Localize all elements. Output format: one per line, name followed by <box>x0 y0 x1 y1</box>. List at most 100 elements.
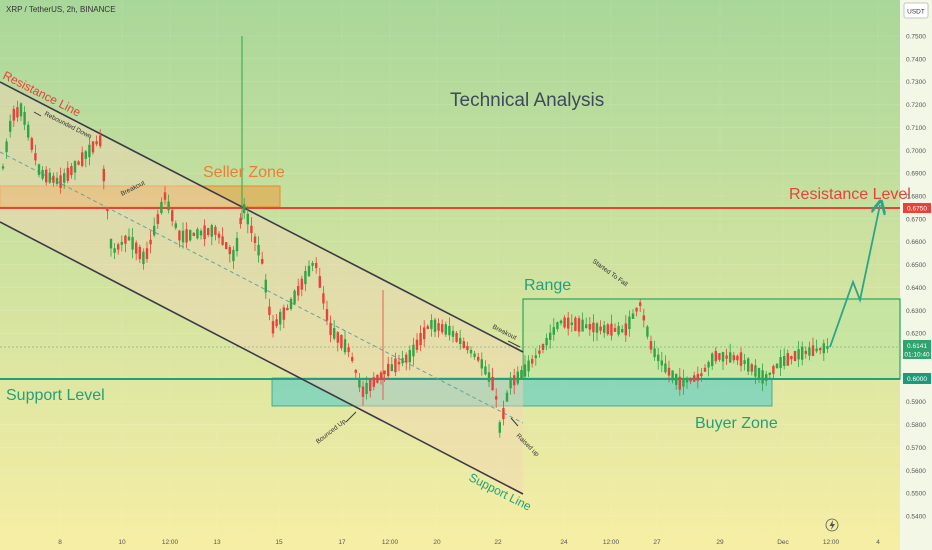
projection-arrow <box>829 205 880 348</box>
candle-body <box>113 248 116 253</box>
candle-body <box>667 367 671 376</box>
candle-body <box>235 237 239 252</box>
resistance-price-text: 0.6750 <box>907 206 927 213</box>
lightning-icon[interactable] <box>825 518 839 532</box>
candle-body <box>239 217 242 225</box>
x-tick-label: 4 <box>876 539 880 546</box>
candle-body <box>574 317 577 331</box>
candle-body <box>322 293 325 304</box>
y-tick-label: 0.5600 <box>906 468 926 475</box>
candle-body <box>12 108 15 121</box>
currency-button[interactable] <box>903 2 929 19</box>
candle-body <box>466 346 469 351</box>
candle-body <box>9 120 12 132</box>
candle-body <box>271 321 275 334</box>
candle-body <box>750 364 753 372</box>
channel-lower-line <box>0 221 524 495</box>
candle-body <box>718 353 721 360</box>
candle-body <box>538 350 541 354</box>
x-tick-label: 12:00 <box>162 539 179 546</box>
candle-body <box>174 223 177 228</box>
candle-body <box>624 323 627 336</box>
candle-body <box>311 262 314 266</box>
candle-body <box>815 348 818 352</box>
current-price-text: 0.6141 <box>907 343 927 350</box>
candle-body <box>743 360 746 364</box>
candle-body <box>1 166 5 169</box>
candle-body <box>88 144 91 158</box>
channel-upper-line <box>0 81 524 353</box>
candle-body <box>660 360 663 366</box>
candle-body <box>347 347 350 353</box>
candle-body <box>491 376 494 391</box>
candle-body <box>642 315 645 321</box>
candle-body <box>725 355 728 359</box>
candle-body <box>289 298 293 309</box>
candle-body <box>408 350 411 363</box>
candle-body <box>606 324 609 335</box>
candle-body <box>556 322 559 330</box>
candle-body <box>599 326 602 331</box>
candle-body <box>577 318 581 332</box>
candle-body <box>559 320 563 324</box>
candle-body <box>376 374 379 383</box>
candle-body <box>405 354 408 363</box>
currency-button-label[interactable]: USDT <box>907 9 925 16</box>
candle-body <box>430 320 433 329</box>
candle-body <box>775 363 779 369</box>
candle-body <box>754 365 757 377</box>
candle-body <box>603 325 606 333</box>
candle-body <box>34 153 37 161</box>
candle-body <box>127 236 131 241</box>
candle-body <box>52 175 55 183</box>
candle-body <box>203 225 206 240</box>
candle-body <box>156 214 159 224</box>
candle-body <box>196 229 199 239</box>
candle-body <box>664 363 667 373</box>
candle-body <box>419 332 422 346</box>
candle-body <box>772 365 775 374</box>
candle-body <box>631 313 635 319</box>
candle-body <box>570 322 573 325</box>
y-tick-label: 0.7200 <box>906 102 926 109</box>
candle-body <box>520 369 523 380</box>
candle-body <box>592 322 595 333</box>
candle-body <box>779 357 782 369</box>
candle-body <box>30 138 33 150</box>
candle-body <box>678 376 681 390</box>
candle-body <box>55 177 59 184</box>
candle-body <box>653 348 656 358</box>
candle-body <box>477 356 480 361</box>
candle-body <box>199 230 203 236</box>
candle-body <box>135 242 138 254</box>
buyer-zone-label: Buyer Zone <box>695 415 778 432</box>
candle-body <box>282 307 285 320</box>
candle-body <box>739 352 743 366</box>
y-tick-label: 0.5900 <box>906 399 926 406</box>
candle-body <box>448 325 451 336</box>
candle-body <box>498 422 501 433</box>
candle-body <box>412 344 415 357</box>
candle-body <box>264 279 267 293</box>
candle-body <box>315 262 318 269</box>
y-tick-label: 0.6200 <box>906 331 926 338</box>
x-tick-label: 27 <box>653 539 661 546</box>
candle-body <box>761 370 764 384</box>
candle-body <box>545 338 548 346</box>
candle-body <box>819 347 822 351</box>
candle-body <box>304 270 307 285</box>
candle-body <box>671 370 674 381</box>
candle-body <box>261 259 264 264</box>
candle-body <box>340 335 343 349</box>
candle-body <box>588 324 591 330</box>
candle-body <box>505 392 509 402</box>
candle-body <box>307 265 311 277</box>
candle-body <box>145 248 149 259</box>
candle-body <box>628 316 631 330</box>
x-tick-label: 8 <box>58 539 62 546</box>
x-tick-label: 12:00 <box>823 539 840 546</box>
candle-body <box>225 242 228 250</box>
candle-body <box>808 347 811 356</box>
candle-body <box>682 377 685 387</box>
